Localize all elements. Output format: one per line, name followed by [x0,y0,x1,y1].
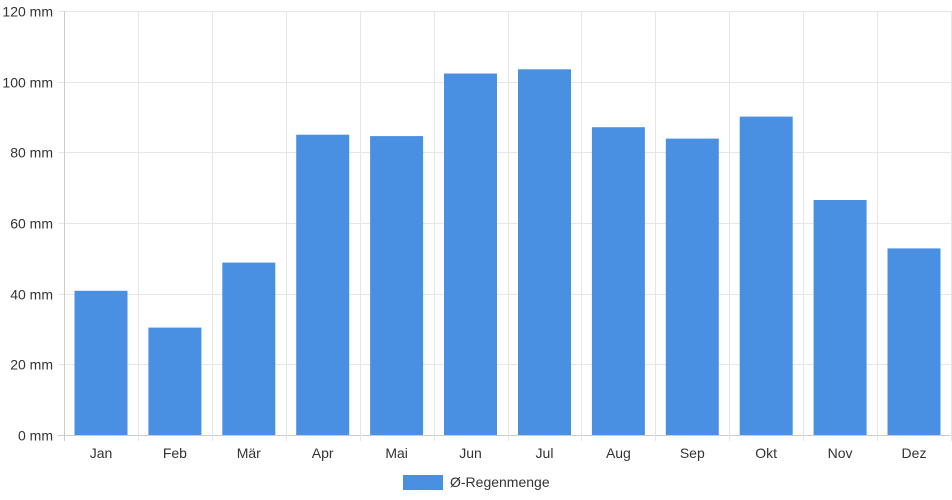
y-tick-label: 100 mm [2,75,53,91]
bar-feb [148,327,202,435]
y-tick-label: 120 mm [2,4,53,20]
y-tick-label: 0 mm [18,428,53,444]
y-tick-label: 80 mm [10,145,53,161]
bar-okt [739,116,793,435]
bar-mai [370,136,424,435]
bar-jan [74,290,128,435]
y-tick-label: 60 mm [10,216,53,232]
x-tick-label: Aug [606,445,631,461]
x-tick-label: Dez [902,445,927,461]
legend-label: Ø-Regenmenge [450,474,550,490]
bar-mär [222,262,276,435]
x-tick-label: Jul [536,445,554,461]
y-tick-label: 20 mm [10,357,53,373]
x-tick-label: Jun [459,445,482,461]
x-tick-label: Mär [237,445,261,461]
bar-aug [591,127,645,435]
x-tick-label: Jan [90,445,113,461]
bar-nov [813,200,867,435]
x-tick-label: Mai [385,445,408,461]
bar-sep [665,138,719,435]
x-tick-label: Okt [755,445,777,461]
bar-dez [887,248,941,435]
bar-apr [296,134,350,435]
bar-jun [444,73,497,435]
bar-jul [518,69,571,436]
x-tick-label: Apr [312,445,334,461]
legend-swatch [403,475,443,490]
x-tick-label: Feb [163,445,187,461]
y-tick-label: 40 mm [10,287,53,303]
x-tick-label: Sep [680,445,705,461]
x-tick-label: Nov [828,445,853,461]
